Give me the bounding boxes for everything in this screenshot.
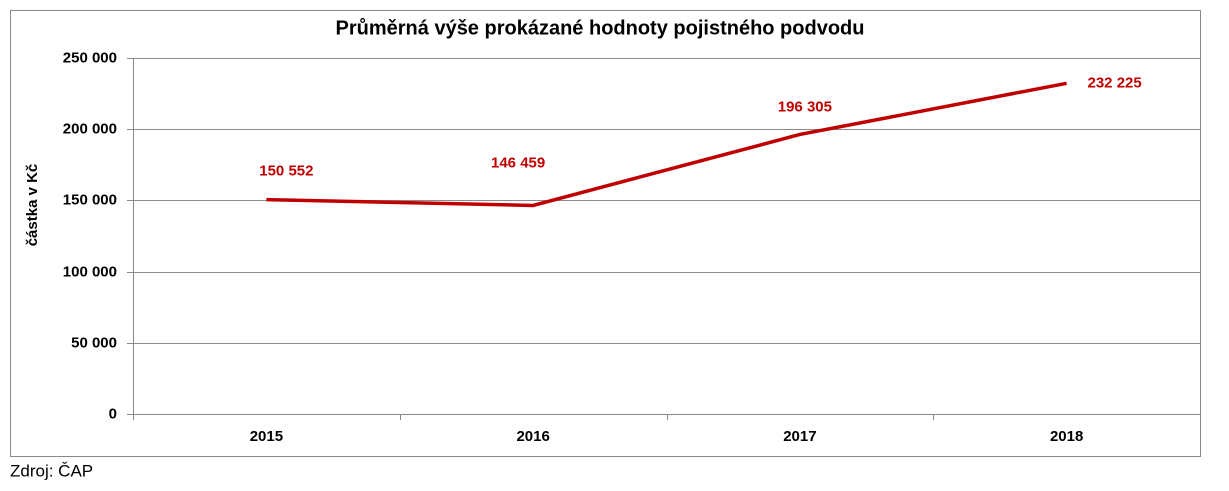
y-tick-label: 150 000 (63, 191, 117, 208)
source-note: Zdroj: ČAP (10, 461, 93, 480)
chart-title: Průměrná výše prokázané hodnoty pojistné… (336, 17, 865, 39)
value-label: 196 305 (778, 98, 832, 115)
y-tick-label: 50 000 (71, 334, 117, 351)
value-label: 150 552 (259, 163, 313, 180)
value-label: 146 459 (491, 154, 545, 171)
y-tick-label: 200 000 (63, 120, 117, 137)
y-tick-label: 0 (109, 405, 117, 422)
y-tick-label: 250 000 (63, 49, 117, 66)
x-tick-label: 2018 (1050, 428, 1083, 445)
x-tick-label: 2016 (516, 428, 549, 445)
x-tick-label: 2015 (250, 428, 283, 445)
x-tick-label: 2017 (783, 428, 816, 445)
y-tick-label: 100 000 (63, 263, 117, 280)
value-label: 232 225 (1088, 74, 1142, 91)
data-line (266, 81, 1067, 208)
y-axis-label: částka v Kč (24, 164, 41, 247)
chart-border (10, 10, 1201, 457)
